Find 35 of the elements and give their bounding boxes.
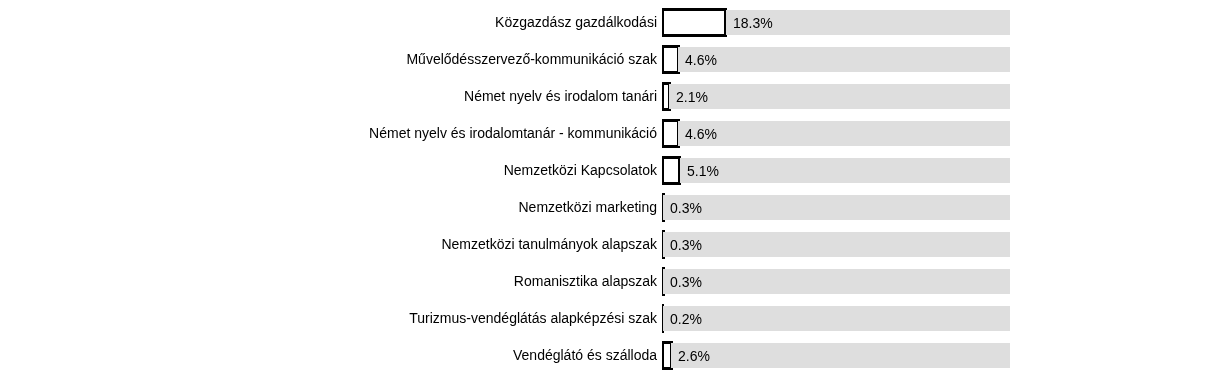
y-tick-label: Vendéglátó és szálloda (513, 347, 658, 364)
bar (662, 119, 680, 148)
y-tick-label: Turizmus-vendéglátás alapképzési szak (409, 310, 658, 327)
data-label: 0.3% (670, 200, 702, 216)
y-tick-label: Nemzetközi marketing (518, 199, 657, 216)
bar (662, 45, 680, 74)
data-label: 2.6% (678, 348, 710, 364)
data-label: 2.1% (676, 89, 708, 105)
bar (678, 46, 1010, 73)
y-tick-label: Nemzetközi tanulmányok alapszak (441, 236, 658, 253)
bar (663, 268, 1010, 295)
data-label: 0.2% (670, 311, 702, 327)
y-tick-label: Német nyelv és irodalom tanári (464, 88, 657, 105)
data-label: 4.6% (685, 52, 717, 68)
data-label: 5.1% (687, 163, 719, 179)
bar (663, 194, 1010, 221)
bar (671, 342, 1010, 369)
data-label: 4.6% (685, 126, 717, 142)
data-label: 18.3% (733, 15, 773, 31)
bar (662, 341, 673, 370)
bar (679, 157, 1010, 184)
bar (678, 120, 1010, 147)
bar (662, 305, 1010, 332)
y-tick-label: Művelődésszervező-kommunikáció szak (406, 51, 658, 68)
y-tick-label: Német nyelv és irodalomtanár - kommunikáció (369, 125, 658, 142)
data-label: 0.3% (670, 237, 702, 253)
bar (662, 156, 682, 185)
data-label: 0.3% (670, 274, 702, 290)
y-tick-label: Közgazdász gazdálkodási (495, 14, 657, 31)
bar (725, 9, 1010, 36)
bar (662, 8, 728, 37)
y-tick-label: Romanisztika alapszak (513, 273, 658, 290)
bar (663, 231, 1010, 258)
y-tick-label: Nemzetközi Kapcsolatok (503, 162, 658, 179)
bar (669, 83, 1010, 110)
